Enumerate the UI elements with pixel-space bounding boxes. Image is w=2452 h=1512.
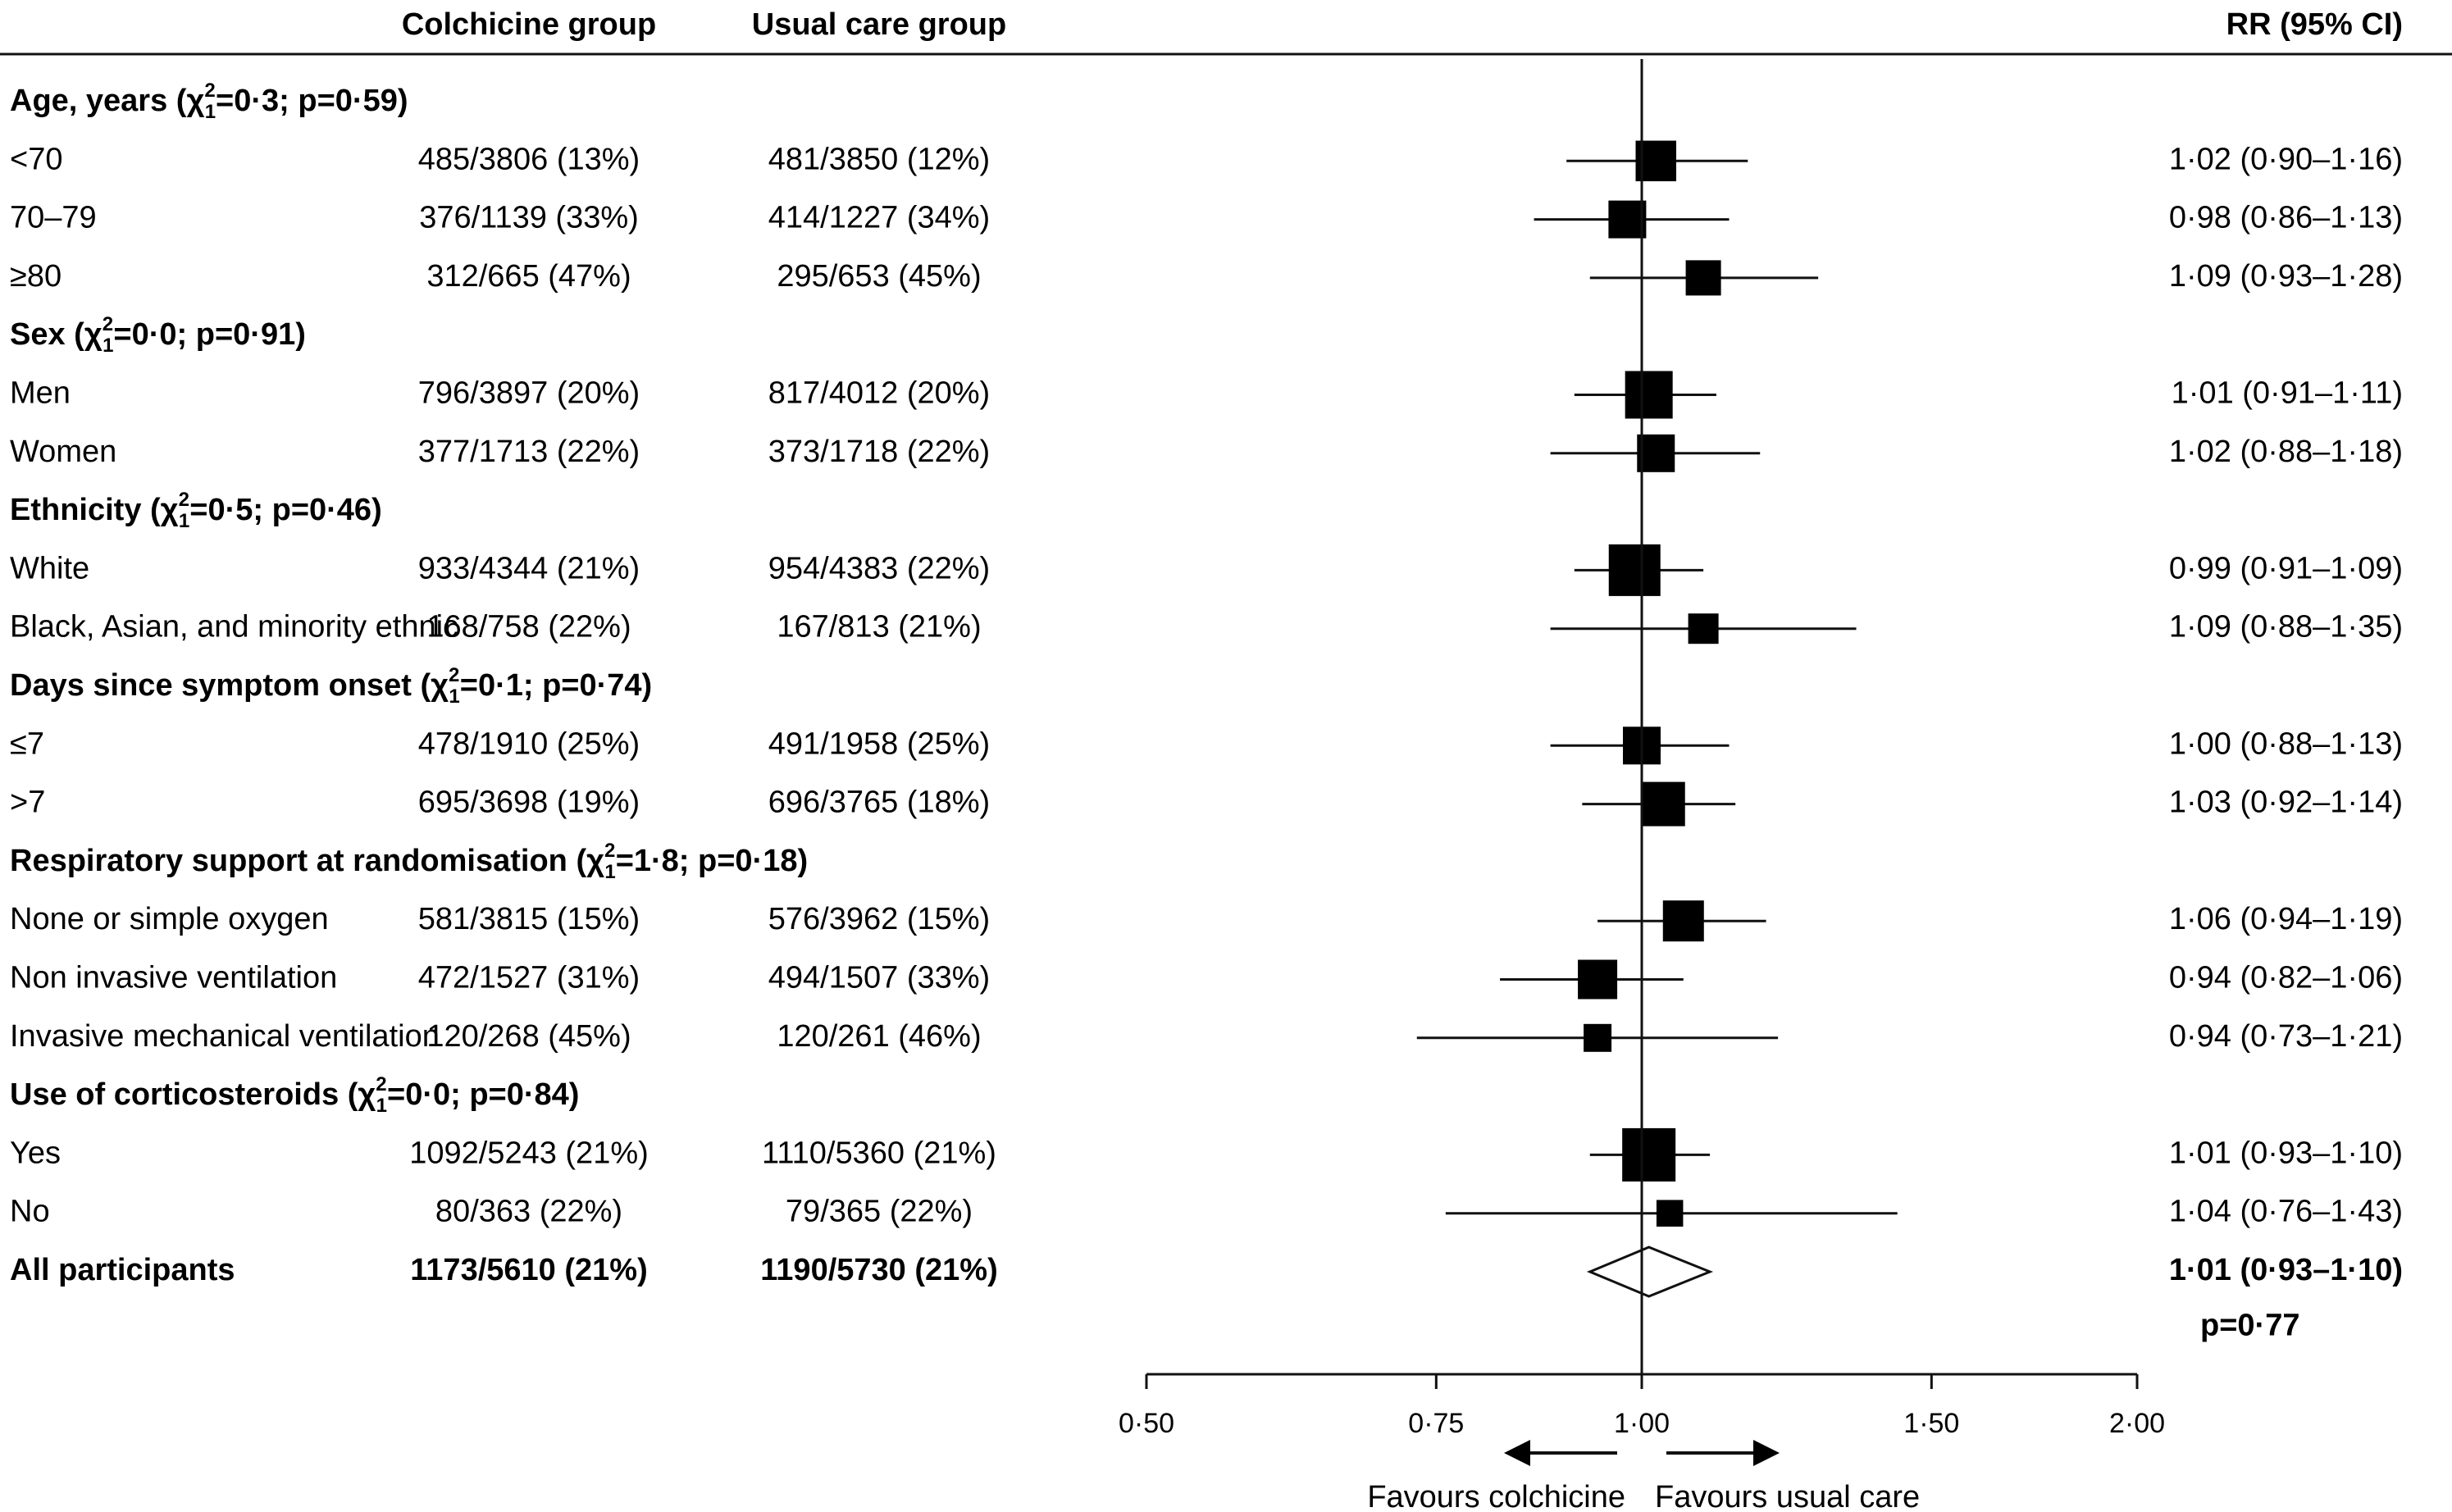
row-colchicine-value: 376/1139 (33%) <box>419 201 639 235</box>
favours-left-arrow-head <box>1504 1440 1530 1466</box>
row-usual-care-value: 491/1958 (25%) <box>768 726 990 761</box>
row-colchicine-value: 478/1910 (25%) <box>418 726 640 761</box>
row-label: Men <box>10 376 71 411</box>
row-colchicine-value: 472/1527 (31%) <box>418 961 640 995</box>
row-colchicine-value: 1092/5243 (21%) <box>409 1136 649 1170</box>
header-usual-care-group: Usual care group <box>752 7 1006 42</box>
x-axis-tick-label: 1·50 <box>1903 1408 1959 1439</box>
row-colchicine-value: 485/3806 (13%) <box>418 142 640 176</box>
point-estimate-box <box>1608 200 1647 239</box>
row-colchicine-value: 168/758 (22%) <box>426 610 631 644</box>
group-heading: Sex (χ2 1=0·0; p=0·91) <box>10 314 306 358</box>
row-label: None or simple oxygen <box>10 902 329 936</box>
row-colchicine-value: 377/1713 (22%) <box>418 435 640 469</box>
row-rr-ci: 1·01 (0·91–1·11) <box>2172 376 2403 411</box>
point-estimate-box <box>1622 1127 1676 1182</box>
row-usual-care-value: 295/653 (45%) <box>777 259 981 294</box>
row-label: >7 <box>10 786 45 820</box>
x-axis-tick-label: 2·00 <box>2109 1408 2165 1439</box>
row-colchicine-value: 120/268 (45%) <box>426 1019 631 1054</box>
point-estimate-box <box>1688 613 1719 644</box>
row-usual-care-value: 817/4012 (20%) <box>768 376 990 411</box>
row-label: ≤7 <box>10 726 44 761</box>
row-usual-care-value: 167/813 (21%) <box>777 610 981 644</box>
row-usual-care-value: 696/3765 (18%) <box>768 786 990 820</box>
row-usual-care-value: 1110/5360 (21%) <box>762 1136 996 1170</box>
row-usual-care-value: 494/1507 (33%) <box>768 961 990 995</box>
point-estimate-box <box>1578 959 1618 1000</box>
row-usual-care-value: 414/1227 (34%) <box>768 201 990 235</box>
row-label: White <box>10 551 89 585</box>
point-estimate-box <box>1656 1200 1684 1227</box>
row-rr-ci: 1·09 (0·88–1·35) <box>2169 610 2403 644</box>
row-label: Yes <box>10 1136 61 1170</box>
header-rr-ci: RR (95% CI) <box>2226 7 2403 42</box>
x-axis-tick-label: 1·00 <box>1614 1408 1670 1439</box>
overall-diamond <box>1586 1246 1714 1298</box>
row-usual-care-value: 481/3850 (12%) <box>768 142 990 176</box>
row-colchicine-value: 80/363 (22%) <box>435 1195 622 1229</box>
row-label: Invasive mechanical ventilation <box>10 1019 440 1054</box>
overall-p-value: p=0·77 <box>2200 1308 2299 1342</box>
header-colchicine-group: Colchicine group <box>402 7 656 42</box>
row-usual-care-value: 373/1718 (22%) <box>768 435 990 469</box>
row-label: Black, Asian, and minority ethnic <box>10 610 458 644</box>
row-colchicine-value: 312/665 (47%) <box>426 259 631 294</box>
row-label: <70 <box>10 142 62 176</box>
x-axis-tick-label: 0·50 <box>1119 1408 1174 1439</box>
group-heading: Age, years (χ2 1=0·3; p=0·59) <box>10 80 408 123</box>
row-colchicine-value: 933/4344 (21%) <box>418 551 640 585</box>
row-label: Women <box>10 435 116 469</box>
overall-label: All participants <box>10 1253 235 1287</box>
row-colchicine-value: 695/3698 (19%) <box>418 786 640 820</box>
point-estimate-box <box>1625 371 1673 419</box>
row-label: ≥80 <box>10 259 62 294</box>
row-usual-care-value: 120/261 (46%) <box>777 1019 981 1054</box>
point-estimate-box <box>1584 1023 1612 1052</box>
row-rr-ci: 0·94 (0·73–1·21) <box>2169 1019 2403 1054</box>
overall-colchicine-value: 1173/5610 (21%) <box>410 1253 647 1287</box>
row-rr-ci: 0·99 (0·91–1·09) <box>2169 551 2403 585</box>
row-rr-ci: 1·09 (0·93–1·28) <box>2169 259 2403 294</box>
point-estimate-box <box>1662 900 1704 942</box>
row-rr-ci: 1·04 (0·76–1·43) <box>2169 1195 2403 1229</box>
row-rr-ci: 1·00 (0·88–1·13) <box>2169 726 2403 761</box>
row-usual-care-value: 576/3962 (15%) <box>768 902 990 936</box>
row-rr-ci: 0·94 (0·82–1·06) <box>2169 961 2403 995</box>
overall-usual-care-value: 1190/5730 (21%) <box>760 1253 997 1287</box>
group-heading: Respiratory support at randomisation (χ2… <box>10 840 808 883</box>
row-rr-ci: 1·02 (0·88–1·18) <box>2169 435 2403 469</box>
point-estimate-box <box>1640 781 1685 827</box>
row-label: Non invasive ventilation <box>10 961 337 995</box>
point-estimate-box <box>1685 260 1721 296</box>
x-axis-tick-label: 0·75 <box>1408 1408 1464 1439</box>
row-label: No <box>10 1195 50 1229</box>
row-label: 70–79 <box>10 201 97 235</box>
row-usual-care-value: 954/4383 (22%) <box>768 551 990 585</box>
favours-right-arrow-head <box>1753 1440 1780 1466</box>
row-colchicine-value: 581/3815 (15%) <box>418 902 640 936</box>
row-rr-ci: 1·01 (0·93–1·10) <box>2169 1136 2403 1170</box>
row-rr-ci: 1·03 (0·92–1·14) <box>2169 786 2403 820</box>
row-rr-ci: 0·98 (0·86–1·13) <box>2169 201 2403 235</box>
group-heading: Ethnicity (χ2 1=0·5; p=0·46) <box>10 489 382 532</box>
favours-usual-care-label: Favours usual care <box>1655 1480 1920 1512</box>
row-rr-ci: 1·02 (0·90–1·16) <box>2169 142 2403 176</box>
group-heading: Days since symptom onset (χ2 1=0·1; p=0·7… <box>10 664 652 708</box>
row-usual-care-value: 79/365 (22%) <box>786 1195 973 1229</box>
point-estimate-box <box>1608 544 1661 596</box>
group-heading: Use of corticosteroids (χ2 1=0·0; p=0·84) <box>10 1073 579 1117</box>
row-rr-ci: 1·06 (0·94–1·19) <box>2169 902 2403 936</box>
favours-colchicine-label: Favours colchicine <box>1367 1480 1625 1512</box>
point-estimate-box <box>1637 434 1675 472</box>
overall-rr-ci: 1·01 (0·93–1·10) <box>2169 1253 2403 1287</box>
row-colchicine-value: 796/3897 (20%) <box>418 376 640 411</box>
